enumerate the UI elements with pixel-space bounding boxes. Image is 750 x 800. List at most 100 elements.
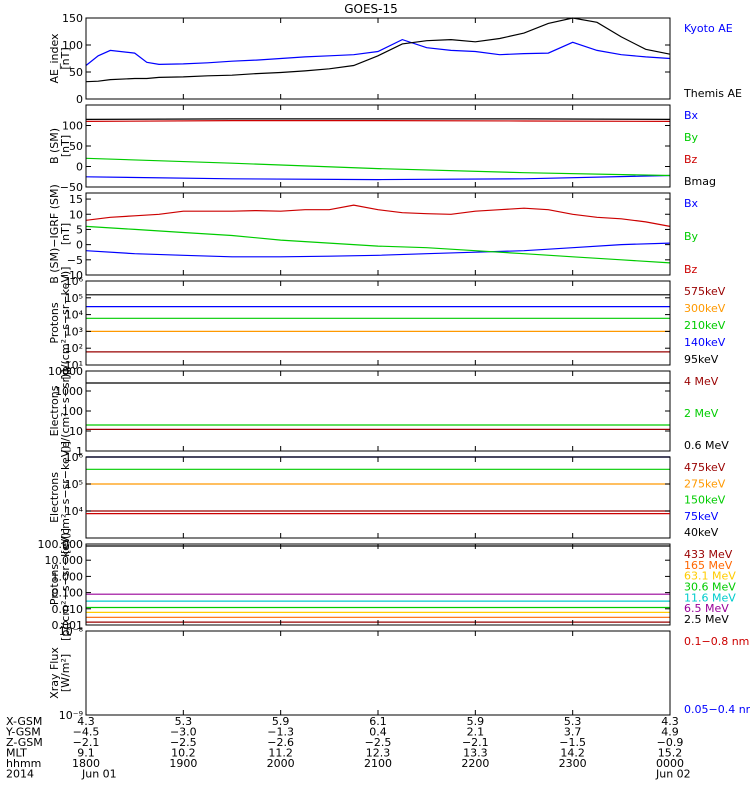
legend-label: By [684,230,699,243]
x-tick-value: 6.1 [369,715,387,728]
legend-label: 475keV [684,461,726,474]
legend-label: 150keV [684,494,726,507]
y-tick-label: 100 [62,405,83,418]
y-tick-label: 0 [76,161,83,174]
legend-label: 30.6 MeV [684,581,736,594]
x-tick-value: 0000 [656,757,684,770]
legend-label: 6.5 MeV [684,602,729,615]
series-line-bsm-2 [85,119,671,122]
series-line-ae-0 [85,38,671,66]
y-axis-label: B (SM)[nT] [48,128,72,164]
x-tick-value: 10.2 [171,747,196,760]
y-tick-label: 10.000 [45,554,84,567]
y-tick-label: 10⁵ [65,292,83,305]
y-axis-label: AE_index[nT] [48,33,72,84]
y-tick-label: 50 [69,66,83,79]
y-tick-label: −10 [60,269,83,282]
y-axis-label-line: Electrons [48,472,61,523]
figure-title: GOES-15 [344,2,398,16]
x-row-label: MLT [6,747,27,760]
y-axis-label-line: [nT] [59,47,72,69]
x-tick-value: Jun 02 [655,768,691,781]
legend-label: 433 MeV [684,548,733,561]
x-tick-value: 1800 [72,757,100,770]
y-tick-label: 10⁻⁹ [59,709,83,722]
y-axis-label-line: [nT] [59,223,72,245]
x-tick-value: 2000 [267,757,295,770]
y-tick-label: 10⁻⁸ [59,625,84,638]
panel-xray: 10⁻⁹ 10⁻⁸ Xray Flux[W/m²] 0.1−0.8 nm 0.05−0.… [48,512,750,722]
y-axis-label: Electrons[e/(cm²−s−sr−keV)] [48,441,72,554]
y-tick-label: 10³ [65,325,83,338]
x-tick-value: 2100 [364,757,392,770]
y-axis-label: Xray Flux[W/m²] [48,647,72,699]
legend-label: Bz [684,263,698,276]
legend-label: 165 MeV [684,559,733,572]
x-tick-value: −1.5 [559,736,586,749]
y-axis-label: Protons[p/(cm²−s−sr−keV)] [48,528,72,641]
legend-label: 0.6 MeV [684,439,729,452]
legend-label: Bz [684,153,698,166]
y-axis-label-line: [p/(cm²−s−sr−keV)] [59,528,72,641]
x-tick-value: 4.3 [661,715,679,728]
y-tick-label: 10000 [48,365,83,378]
y-tick-label: 1000 [55,385,83,398]
x-tick-value: 2300 [559,757,587,770]
x-tick-value: 2.1 [467,726,485,739]
y-axis-label-line: [nT] [59,135,72,157]
legend-label: 40keV [684,526,719,539]
y-axis-label-line: AE_index [48,33,61,84]
legend-label: 11.6 MeV [684,591,736,604]
x-row-label: Z-GSM [6,736,43,749]
x-tick-value: 15.2 [658,747,683,760]
y-tick-label: 100 [62,120,83,133]
legend-label: Bmag [684,175,716,188]
series-line-bigrf-0 [85,242,671,258]
legend-label: 275keV [684,477,726,490]
y-tick-label: 10 [69,425,83,438]
y-axis-label-line: Protons [48,564,61,605]
series-line-bsm-1 [85,157,671,177]
y-axis-label: Protons[p/(cm²−s−sr−keV)] [48,267,72,380]
x-row-label: X-GSM [6,715,42,728]
x-tick-value: −2.6 [267,736,294,749]
y-tick-label: 5 [76,223,83,236]
x-tick-value: 3.7 [564,726,582,739]
panel-frame [85,17,671,100]
x-tick-value: 13.3 [463,747,488,760]
y-axis-label-line: Protons [48,302,61,343]
y-tick-label: −50 [60,181,83,194]
legend-label: 0.1−0.8 nm [684,635,749,648]
x-tick-value: 9.1 [77,747,95,760]
y-tick-label: 1 [76,445,83,458]
legend-label: Kyoto AE [684,22,733,35]
y-axis-label-line: [e/(cm²−s−sr−keV)] [59,441,72,554]
y-tick-label: 0 [76,93,83,106]
y-tick-label: 10⁴ [65,309,84,322]
series-line-bigrf-1 [85,225,671,264]
y-tick-label: −5 [67,254,83,267]
y-tick-label: 100.000 [38,538,84,551]
legend-label: 95keV [684,353,719,366]
x-tick-value: −0.9 [657,736,684,749]
y-tick-label: 1.000 [52,570,84,583]
y-axis-label-line: [W/m²] [59,654,72,692]
x-tick-value: 5.3 [175,715,193,728]
legend-label: 4 MeV [684,375,719,388]
y-tick-label: 10⁵ [65,478,83,491]
x-tick-value: 4.9 [661,726,679,739]
y-tick-label: 150 [62,12,83,25]
y-tick-label: 50 [69,140,83,153]
x-tick-value: 5.3 [564,715,582,728]
x-tick-value: Jun 01 [81,768,117,781]
legend-label: By [684,131,699,144]
x-row-label: Y-GSM [5,726,41,739]
legend-label: 140keV [684,336,726,349]
x-tick-value: −2.5 [170,736,197,749]
x-tick-value: 11.2 [268,747,293,760]
